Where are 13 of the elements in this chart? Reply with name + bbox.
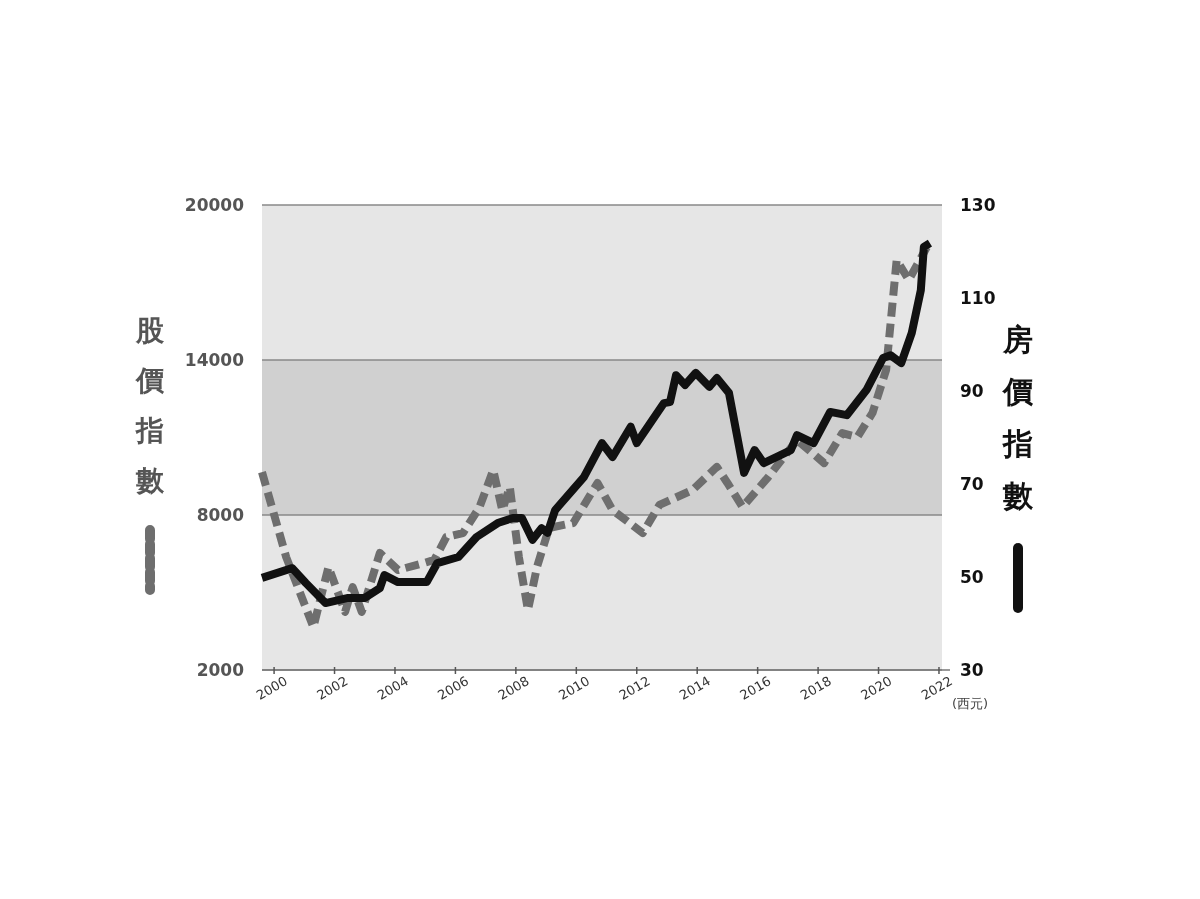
y-tick-label: 20000 (184, 195, 245, 215)
y2-tick-label: 110 (960, 288, 996, 308)
y2-tick-label: 30 (960, 660, 984, 680)
y-tick-label: 2000 (196, 660, 245, 680)
y-tick-label: 14000 (184, 350, 245, 370)
y-tick-label: 8000 (196, 505, 245, 525)
y2-tick-label: 130 (960, 195, 996, 215)
y2-tick-label: 50 (960, 567, 984, 587)
y-axis-title: 股價指數 (135, 314, 165, 497)
x-axis-title: (西元) (952, 696, 989, 711)
y2-axis-title: 房價指數 (1002, 322, 1034, 513)
y2-tick-label: 70 (960, 474, 984, 494)
y2-tick-label: 90 (960, 381, 984, 401)
